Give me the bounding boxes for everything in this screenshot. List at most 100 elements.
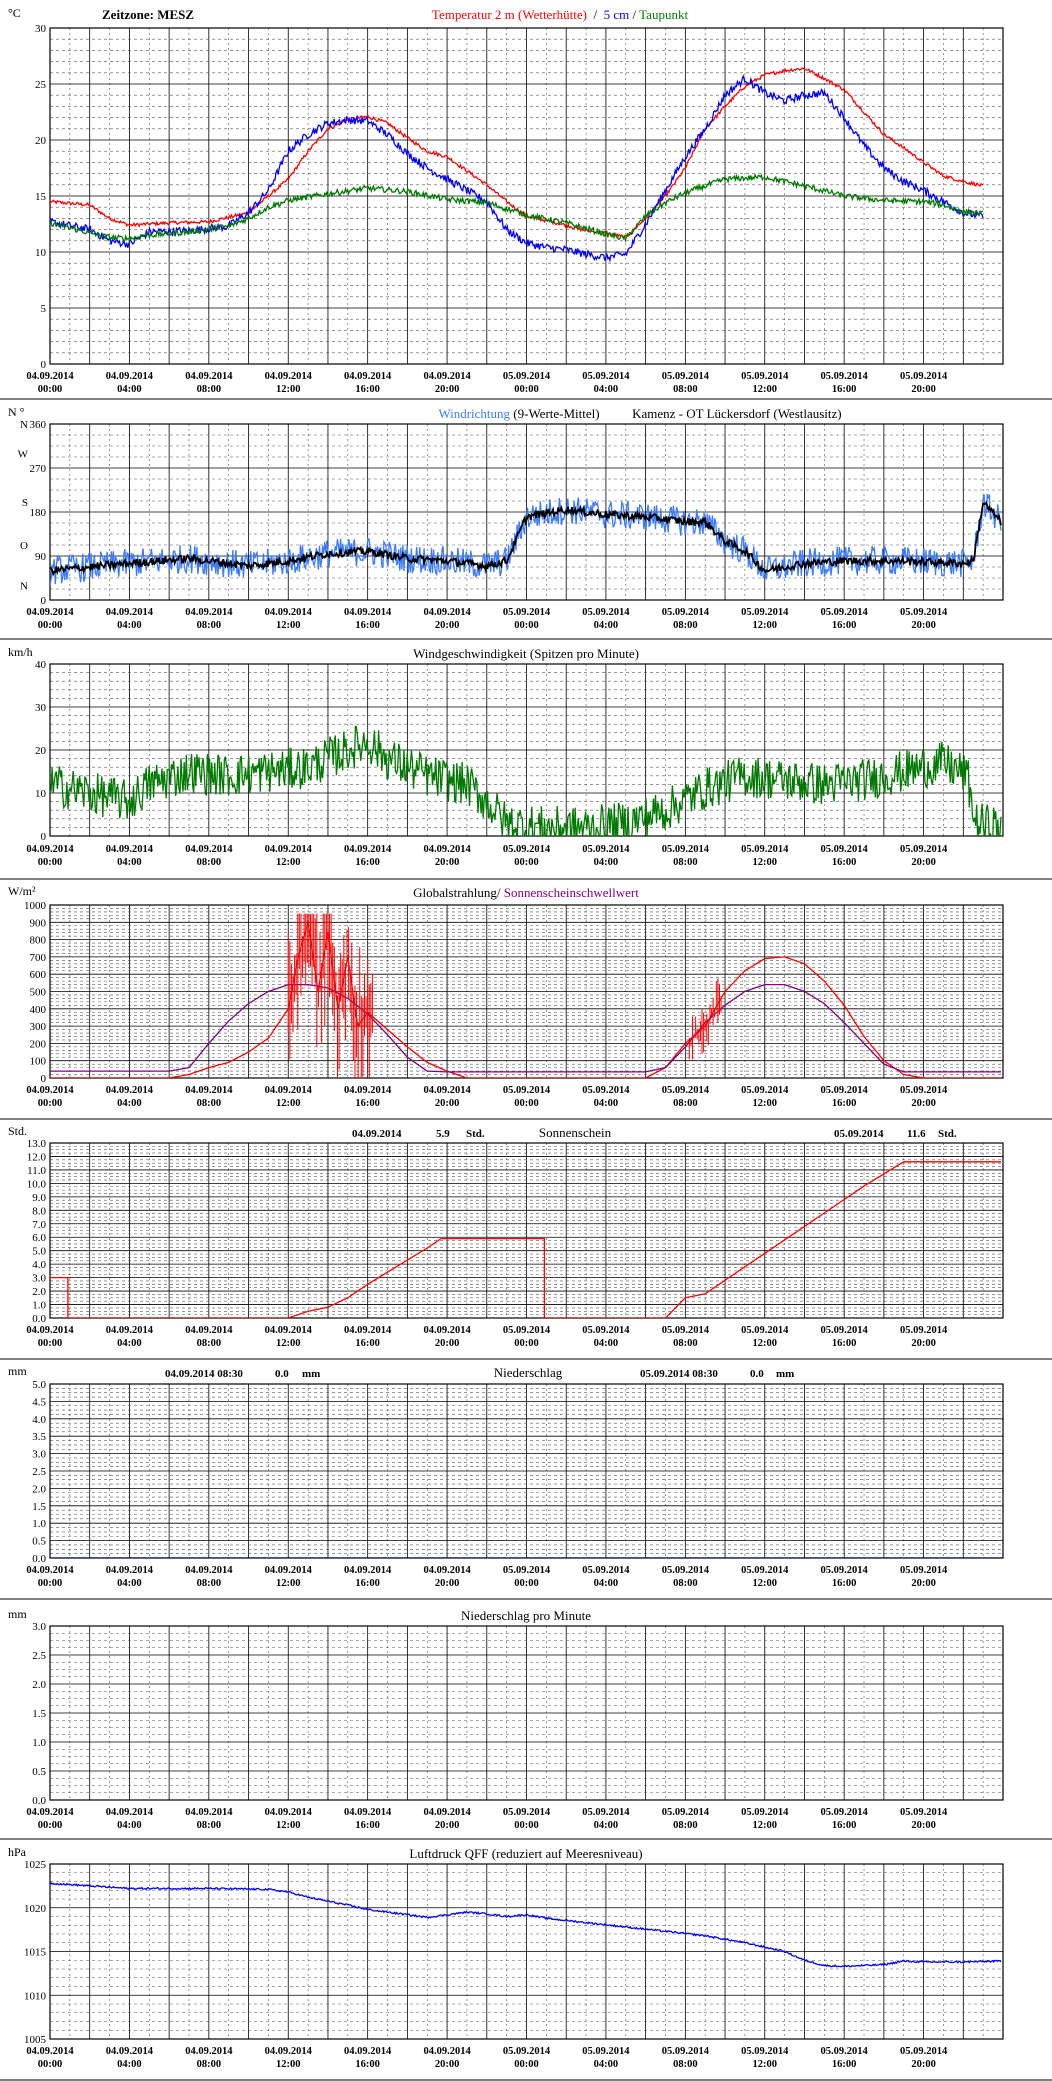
title-part: Kamenz - OT Lückersdorf (Westlausitz) xyxy=(600,406,842,421)
x-tick-date: 05.09.2014 xyxy=(900,844,948,855)
x-tick-time: 16:00 xyxy=(832,1820,857,1831)
x-tick-time: 16:00 xyxy=(832,1098,857,1109)
x-tick-date: 05.09.2014 xyxy=(900,2046,948,2057)
y-tick-label: 10 xyxy=(35,788,47,800)
x-tick-time: 08:00 xyxy=(197,620,222,631)
title-part: Niederschlag pro Minute xyxy=(461,1608,591,1623)
chart-precipitation-per-minute: 0.0 0.5 1.0 1.5 2.0 2.5 3.0 mm Niederschlag pro … xyxy=(0,1607,1052,1840)
x-tick-time: 04:00 xyxy=(117,1098,142,1109)
y-tick-label: 12.0 xyxy=(27,1151,47,1163)
x-tick-time: 04:00 xyxy=(594,620,619,631)
y-tick-label: 10.0 xyxy=(27,1178,47,1190)
x-tick-time: 12:00 xyxy=(276,857,301,868)
series-line xyxy=(50,74,984,263)
x-tick-time: 04:00 xyxy=(594,1338,619,1349)
y-tick-label: 1.0 xyxy=(32,1300,46,1312)
summary-unit: mm xyxy=(302,1368,320,1380)
x-tick-time: 12:00 xyxy=(753,2059,778,2070)
timezone-label: Zeitzone: MESZ xyxy=(102,7,194,22)
y-tick-label: 20 xyxy=(35,745,47,757)
x-tick-date: 05.09.2014 xyxy=(662,844,710,855)
plot-area xyxy=(50,67,984,263)
y-tick-label: 1.0 xyxy=(32,1518,46,1530)
y-tick-label: 5 xyxy=(41,303,47,315)
y-tick-label: 0.0 xyxy=(32,1313,46,1325)
unit-label: Std. xyxy=(8,1124,27,1138)
y-tick-label: 900 xyxy=(30,917,47,929)
compass-label: W xyxy=(18,448,29,460)
grid-lines xyxy=(50,1863,1003,2040)
x-tick-date: 05.09.2014 xyxy=(582,371,630,382)
x-tick-time: 08:00 xyxy=(197,1820,222,1831)
x-tick-date: 04.09.2014 xyxy=(265,1085,313,1096)
x-tick-date: 05.09.2014 xyxy=(741,607,789,618)
y-tick-label: 0 xyxy=(41,595,47,607)
x-tick-date: 05.09.2014 xyxy=(662,371,710,382)
y-tick-label: 15 xyxy=(35,191,47,203)
x-tick-date: 04.09.2014 xyxy=(106,1807,154,1818)
x-tick-date: 04.09.2014 xyxy=(106,1085,154,1096)
x-tick-time: 12:00 xyxy=(753,857,778,868)
chart-title: Sonnenschein xyxy=(539,1125,612,1140)
x-tick-time: 12:00 xyxy=(276,384,301,395)
x-tick-time: 04:00 xyxy=(594,1098,619,1109)
x-tick-date: 04.09.2014 xyxy=(344,1807,392,1818)
compass-label: S xyxy=(22,497,28,509)
x-tick-time: 00:00 xyxy=(514,620,539,631)
x-tick-date: 05.09.2014 xyxy=(582,1565,630,1576)
series-line xyxy=(50,983,1001,1073)
title-part: Niederschlag xyxy=(494,1365,563,1380)
panel-precipitation-per-minute: 0.0 0.5 1.0 1.5 2.0 2.5 3.0 mm Niederschlag pro … xyxy=(0,1600,1052,1840)
x-tick-time: 00:00 xyxy=(38,1338,63,1349)
x-tick-date: 05.09.2014 xyxy=(821,371,869,382)
x-tick-date: 05.09.2014 xyxy=(503,1325,551,1336)
panel-wind-direction: 0 90 180 270 360 N W S O N N ° Windrichtung (9-Wert… xyxy=(0,400,1052,640)
x-tick-date: 05.09.2014 xyxy=(582,607,630,618)
y-tick-label: 180 xyxy=(30,507,47,519)
panel-air-pressure: 1005 1010 1015 1020 1025 hPa Luftdruck QFF (re… xyxy=(0,1840,1052,2081)
x-tick-time: 20:00 xyxy=(911,1338,936,1349)
x-tick-date: 04.09.2014 xyxy=(423,1085,471,1096)
x-tick-date: 04.09.2014 xyxy=(423,371,471,382)
y-tick-label: 5.0 xyxy=(32,1379,46,1391)
x-tick-time: 08:00 xyxy=(197,1578,222,1589)
x-tick-time: 08:00 xyxy=(197,857,222,868)
x-tick-date: 05.09.2014 xyxy=(821,1325,869,1336)
x-tick-time: 08:00 xyxy=(673,1820,698,1831)
x-tick-date: 05.09.2014 xyxy=(821,2046,869,2057)
title-part: Temperatur 2 m (Wetterhütte) xyxy=(432,7,587,22)
plot-frame xyxy=(49,1863,1004,2040)
x-tick-date: 04.09.2014 xyxy=(265,844,313,855)
plot-area xyxy=(50,1161,1001,1318)
x-tick-time: 20:00 xyxy=(911,1578,936,1589)
y-tick-label: 700 xyxy=(30,952,47,964)
title-part: Luftdruck QFF (reduziert auf Meeresnivea… xyxy=(409,1846,642,1861)
x-tick-date: 04.09.2014 xyxy=(185,1807,233,1818)
series-line xyxy=(50,1161,1001,1318)
unit-label: °C xyxy=(8,6,21,20)
x-tick-date: 05.09.2014 xyxy=(821,607,869,618)
series-line xyxy=(50,493,1002,586)
x-tick-time: 08:00 xyxy=(673,384,698,395)
y-tick-labels: 0.01.0 2.03.0 4.05.0 6.07.0 8.09.0 10.011.0 12… xyxy=(27,1138,47,1325)
x-tick-date: 04.09.2014 xyxy=(344,1565,392,1576)
y-tick-label: 0.5 xyxy=(32,1536,46,1548)
y-tick-label: 2.0 xyxy=(32,1679,46,1691)
chart-title: Windrichtung (9-Werte-Mittel) Kamenz - O… xyxy=(438,406,841,421)
y-tick-label: 500 xyxy=(30,987,47,999)
x-tick-time: 16:00 xyxy=(355,1820,380,1831)
x-tick-time: 00:00 xyxy=(38,384,63,395)
x-tick-time: 04:00 xyxy=(594,2059,619,2070)
x-tick-date: 04.09.2014 xyxy=(344,371,392,382)
title-part: Globalstrahlung/ xyxy=(413,885,504,900)
y-tick-label: 5.0 xyxy=(32,1246,46,1258)
title-part: Windgeschwindigkeit (Spitzen pro Minute) xyxy=(413,646,639,661)
x-tick-time: 20:00 xyxy=(911,857,936,868)
y-tick-label: 1005 xyxy=(24,2034,47,2046)
summary-unit: Std. xyxy=(938,1128,957,1140)
x-tick-time: 08:00 xyxy=(673,620,698,631)
